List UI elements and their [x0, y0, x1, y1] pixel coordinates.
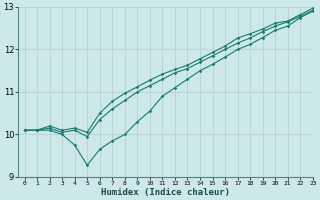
- X-axis label: Humidex (Indice chaleur): Humidex (Indice chaleur): [101, 188, 230, 197]
